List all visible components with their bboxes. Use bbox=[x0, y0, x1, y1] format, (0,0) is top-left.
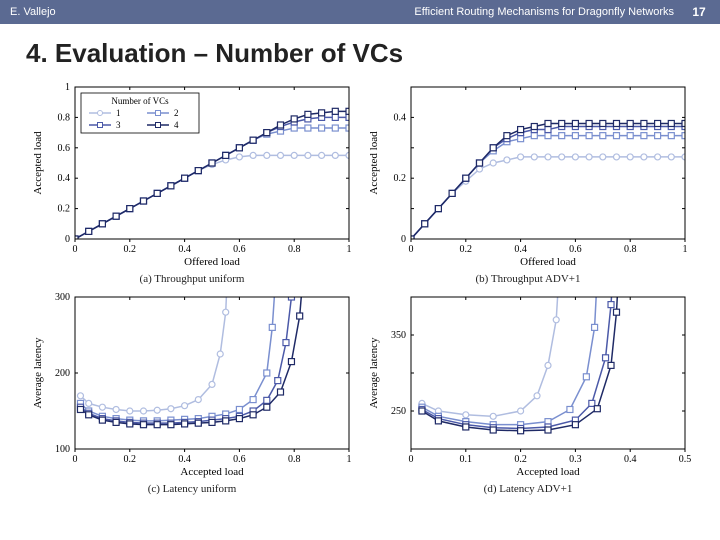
page-number: 17 bbox=[688, 5, 710, 19]
svg-text:0.8: 0.8 bbox=[624, 244, 637, 255]
svg-text:100: 100 bbox=[55, 444, 70, 455]
svg-text:Offered load: Offered load bbox=[520, 256, 576, 268]
slide-title: 4. Evaluation – Number of VCs bbox=[0, 24, 720, 79]
caption-a: (a) Throughput uniform bbox=[140, 273, 245, 285]
chart-grid: 0 0.2 0.4 0.6 0.8 1 0 0.2 0.4 0.6 0.8 1 Offered load… bbox=[0, 79, 720, 495]
svg-text:0.6: 0.6 bbox=[569, 244, 582, 255]
svg-text:0: 0 bbox=[73, 454, 78, 465]
svg-text:300: 300 bbox=[55, 292, 70, 303]
svg-text:0.8: 0.8 bbox=[288, 454, 301, 465]
svg-text:0.2: 0.2 bbox=[58, 204, 71, 215]
author-name: E. Vallejo bbox=[10, 6, 56, 18]
svg-text:4: 4 bbox=[174, 120, 179, 130]
svg-text:0.2: 0.2 bbox=[460, 244, 473, 255]
throughput-adv-chart: 00.20.40.60.8100.20.4Offered loadAccepte… bbox=[363, 79, 693, 269]
svg-text:0.3: 0.3 bbox=[569, 454, 582, 465]
svg-text:200: 200 bbox=[55, 368, 70, 379]
svg-text:0: 0 bbox=[73, 244, 78, 255]
svg-text:Accepted load: Accepted load bbox=[516, 466, 580, 478]
svg-text:0.2: 0.2 bbox=[394, 173, 407, 184]
svg-text:0.4: 0.4 bbox=[178, 244, 191, 255]
panel-b: 00.20.40.60.8100.20.4Offered loadAccepte… bbox=[362, 79, 694, 285]
svg-text:Accepted load: Accepted load bbox=[32, 131, 44, 195]
svg-text:0.2: 0.2 bbox=[514, 454, 527, 465]
svg-text:250: 250 bbox=[391, 406, 406, 417]
svg-text:0.2: 0.2 bbox=[124, 454, 137, 465]
svg-text:0: 0 bbox=[409, 244, 414, 255]
svg-text:0.6: 0.6 bbox=[233, 454, 246, 465]
svg-text:0.8: 0.8 bbox=[58, 112, 71, 123]
slide-header: E. Vallejo Efficient Routing Mechanisms … bbox=[0, 0, 720, 24]
panel-c: 0 0.2 0.4 0.6 0.8 1 100 200 300 Accepted load Aver… bbox=[26, 289, 358, 495]
talk-title: Efficient Routing Mechanisms for Dragonf… bbox=[414, 6, 674, 18]
svg-text:2: 2 bbox=[174, 108, 179, 118]
svg-text:Average latency: Average latency bbox=[32, 337, 44, 408]
svg-text:Accepted load: Accepted load bbox=[368, 131, 380, 195]
svg-text:0.5: 0.5 bbox=[679, 454, 692, 465]
svg-text:Accepted load: Accepted load bbox=[180, 466, 244, 478]
svg-text:1: 1 bbox=[683, 244, 688, 255]
svg-text:0.4: 0.4 bbox=[624, 454, 637, 465]
svg-text:1: 1 bbox=[65, 82, 70, 93]
svg-text:0: 0 bbox=[401, 234, 406, 245]
svg-text:0.4: 0.4 bbox=[514, 244, 527, 255]
svg-text:0.4: 0.4 bbox=[58, 173, 71, 184]
panel-d: 0 0.1 0.2 0.3 0.4 0.5 250 350 Accepted load Avera… bbox=[362, 289, 694, 495]
svg-text:0.4: 0.4 bbox=[394, 112, 407, 123]
svg-text:350: 350 bbox=[391, 330, 406, 341]
latency-uniform-chart: 0 0.2 0.4 0.6 0.8 1 100 200 300 Accepted load Aver… bbox=[27, 289, 357, 479]
svg-text:1: 1 bbox=[347, 244, 352, 255]
svg-text:0: 0 bbox=[65, 234, 70, 245]
caption-d: (d) Latency ADV+1 bbox=[484, 483, 573, 495]
caption-b: (b) Throughput ADV+1 bbox=[476, 273, 581, 285]
svg-text:0.6: 0.6 bbox=[58, 143, 71, 154]
svg-text:Average latency: Average latency bbox=[368, 337, 380, 408]
svg-text:0.2: 0.2 bbox=[124, 244, 137, 255]
svg-text:0.1: 0.1 bbox=[460, 454, 473, 465]
svg-text:1: 1 bbox=[116, 108, 121, 118]
svg-text:0: 0 bbox=[409, 454, 414, 465]
svg-text:0.8: 0.8 bbox=[288, 244, 301, 255]
svg-text:0.4: 0.4 bbox=[178, 454, 191, 465]
svg-text:3: 3 bbox=[116, 120, 121, 130]
svg-text:0.6: 0.6 bbox=[233, 244, 246, 255]
latency-adv-chart: 0 0.1 0.2 0.3 0.4 0.5 250 350 Accepted load Avera… bbox=[363, 289, 693, 479]
svg-text:1: 1 bbox=[347, 454, 352, 465]
svg-text:Offered load: Offered load bbox=[184, 256, 240, 268]
svg-text:Number of VCs: Number of VCs bbox=[111, 96, 169, 106]
throughput-uniform-chart: 0 0.2 0.4 0.6 0.8 1 0 0.2 0.4 0.6 0.8 1 Offered load… bbox=[27, 79, 357, 269]
panel-a: 0 0.2 0.4 0.6 0.8 1 0 0.2 0.4 0.6 0.8 1 Offered load… bbox=[26, 79, 358, 285]
caption-c: (c) Latency uniform bbox=[148, 483, 237, 495]
